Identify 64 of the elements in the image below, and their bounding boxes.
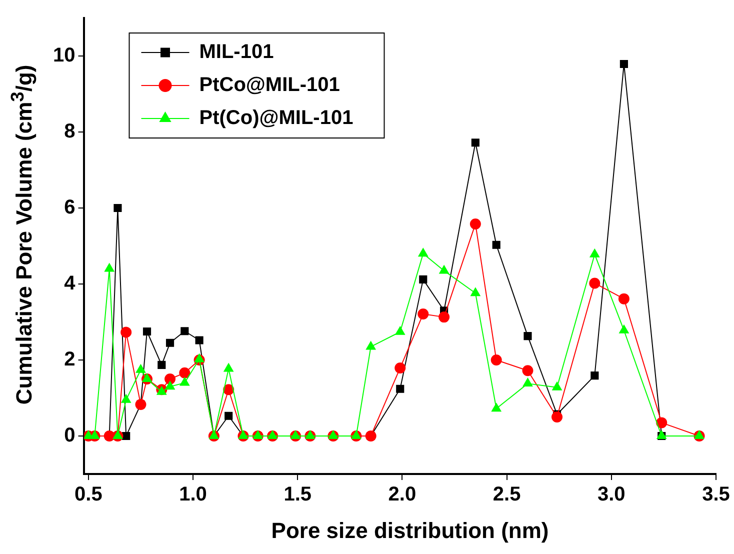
point — [120, 326, 132, 338]
x-tick-label: 2.5 — [492, 484, 521, 506]
point — [164, 374, 176, 384]
point — [104, 263, 114, 272]
y-tick-label: 6 — [64, 196, 76, 219]
point — [166, 338, 174, 347]
point — [224, 412, 233, 420]
point — [619, 324, 629, 334]
y-tick-label: 10 — [52, 44, 76, 67]
point — [180, 377, 190, 386]
x-tick-label: 3.5 — [702, 484, 730, 506]
point — [470, 288, 480, 296]
point — [142, 374, 152, 382]
point — [492, 240, 500, 249]
point — [522, 365, 534, 376]
point — [438, 312, 450, 323]
point — [114, 204, 122, 212]
legend-label: MIL-101 — [199, 41, 274, 64]
point — [620, 60, 628, 68]
point — [418, 248, 428, 257]
point — [590, 248, 600, 258]
x-axis-title: Pore size distribution (nm) — [270, 518, 550, 544]
legend-label: PtCo@MIL-101 — [199, 74, 340, 96]
point — [419, 275, 428, 284]
point — [179, 367, 190, 378]
point — [418, 308, 429, 320]
y-tick-label: 8 — [64, 120, 76, 143]
point — [122, 432, 130, 440]
y-tick-label: 4 — [64, 272, 76, 295]
point — [112, 430, 123, 439]
point — [165, 381, 175, 390]
legend-label: Pt(Co)@MIL-101 — [199, 107, 354, 130]
point — [194, 354, 204, 362]
point — [158, 360, 166, 369]
point — [142, 327, 152, 336]
point — [470, 218, 481, 230]
point — [394, 362, 406, 374]
point — [552, 382, 562, 390]
point — [471, 138, 480, 147]
point — [395, 326, 405, 335]
point — [656, 417, 668, 428]
point — [524, 332, 532, 340]
point — [522, 378, 533, 387]
point — [618, 293, 630, 304]
x-tick-label: 0.5 — [74, 484, 102, 506]
x-tick-label: 1.5 — [284, 484, 312, 506]
point — [224, 363, 234, 372]
point — [136, 364, 146, 373]
point — [366, 341, 376, 350]
point — [180, 327, 189, 336]
point — [396, 384, 404, 393]
x-tick-label: 3.0 — [598, 484, 626, 506]
point — [589, 278, 600, 289]
point — [552, 412, 563, 422]
point — [590, 372, 599, 380]
point — [195, 336, 204, 344]
x-tick-label: 1.0 — [179, 484, 207, 506]
point — [121, 394, 131, 403]
point — [490, 354, 502, 366]
point — [492, 403, 502, 412]
point — [439, 265, 449, 274]
y-tick-label: 0 — [64, 424, 76, 447]
x-tick-label: 2.0 — [388, 484, 416, 506]
y-tick-label: 2 — [64, 348, 76, 371]
